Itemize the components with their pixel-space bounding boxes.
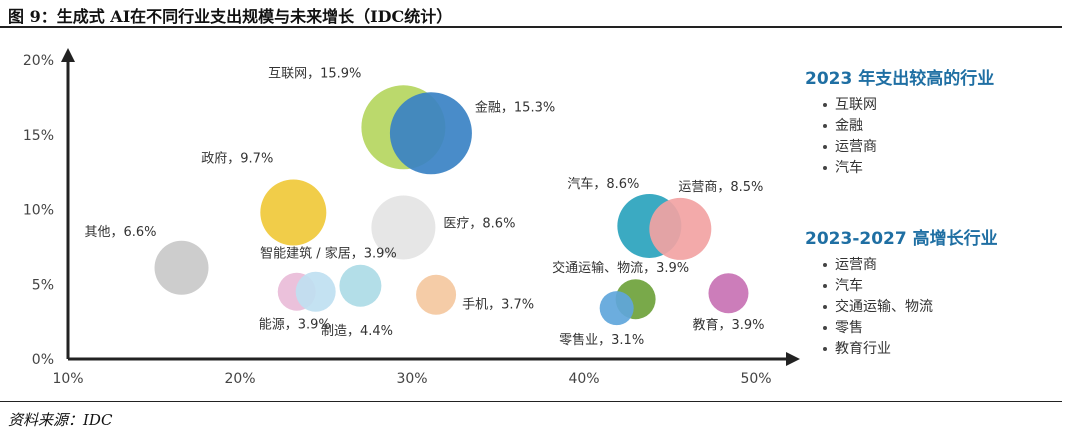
panel-high-growth: 2023-2027 高增长行业 运营商 汽车 交通运输、物流 零售 教育行业	[805, 224, 998, 360]
panel-high-spend-list: 互联网 金融 运营商 汽车	[805, 95, 994, 179]
source-note: 资料来源：IDC	[8, 411, 113, 429]
data-label: 能源，3.9%	[259, 318, 331, 333]
data-label: 教育，3.9%	[692, 317, 764, 333]
data-label: 交通运输、物流，3.9%	[552, 260, 689, 276]
bubble	[295, 271, 336, 312]
bullet-icon	[823, 347, 827, 351]
bubble	[371, 195, 436, 260]
y-tick-label: 0%	[32, 352, 54, 368]
bullet-icon	[823, 326, 827, 330]
top-rule	[0, 26, 1062, 28]
bubble	[260, 179, 327, 246]
data-label: 零售业，3.1%	[559, 332, 644, 348]
data-label: 汽车，8.6%	[567, 176, 639, 192]
figure-title: 图 9：生成式 AI在不同行业支出规模与未来增长（IDC统计）	[8, 7, 453, 26]
list-item: 汽车	[823, 158, 994, 179]
bullet-icon	[823, 145, 827, 149]
x-tick-label: 30%	[396, 371, 427, 387]
data-label: 医疗，8.6%	[443, 216, 515, 231]
data-label: 政府，9.7%	[201, 151, 273, 166]
panel-high-growth-title: 2023-2027 高增长行业	[805, 229, 998, 249]
y-tick-label: 5%	[32, 277, 54, 293]
bubble	[599, 291, 634, 326]
y-tick-label: 10%	[23, 203, 54, 219]
data-label: 其他，6.6%	[84, 225, 156, 240]
bubble	[708, 273, 749, 314]
bubble	[389, 92, 472, 175]
bubble	[416, 274, 457, 315]
list-item: 交通运输、物流	[823, 297, 998, 318]
data-label: 金融，15.3%	[475, 99, 555, 115]
panel-high-growth-list: 运营商 汽车 交通运输、物流 零售 教育行业	[805, 255, 998, 360]
x-tick-label: 40%	[568, 371, 599, 387]
list-item: 运营商	[823, 137, 994, 158]
bullet-icon	[823, 305, 827, 309]
panel-high-spend-title: 2023 年支出较高的行业	[805, 69, 995, 89]
y-axis-arrow	[61, 48, 75, 62]
data-label: 互联网，15.9%	[268, 66, 361, 81]
bubble	[154, 240, 209, 295]
bullet-icon	[823, 166, 827, 170]
list-item: 汽车	[823, 276, 998, 297]
data-label: 运营商，8.5%	[678, 180, 763, 195]
list-item: 金融	[823, 116, 994, 137]
list-item: 零售	[823, 318, 998, 339]
bubble	[649, 197, 712, 260]
bubble-chart: 0% 5% 10% 15% 20% 10% 20% 30% 40% 50% 互联网，15.9% 金融，…	[23, 48, 800, 387]
y-tick-label: 15%	[23, 128, 54, 144]
list-item: 互联网	[823, 95, 994, 116]
y-tick-label: 20%	[23, 53, 54, 69]
bullet-icon	[823, 103, 827, 107]
x-tick-label: 10%	[52, 371, 83, 387]
data-label: 手机，3.7%	[462, 298, 534, 313]
x-tick-label: 20%	[224, 371, 255, 387]
x-tick-label: 50%	[740, 371, 771, 387]
bullet-icon	[823, 263, 827, 267]
bubble	[339, 264, 382, 307]
list-item: 运营商	[823, 255, 998, 276]
bottom-rule	[0, 401, 1062, 402]
panel-high-spend: 2023 年支出较高的行业 互联网 金融 运营商 汽车	[805, 64, 994, 179]
bullet-icon	[823, 124, 827, 128]
bullet-icon	[823, 284, 827, 288]
list-item: 教育行业	[823, 339, 998, 360]
x-axis-arrow	[786, 352, 800, 366]
data-label: 制造，4.4%	[321, 324, 393, 339]
data-label: 智能建筑 / 家居，3.9%	[260, 246, 397, 262]
